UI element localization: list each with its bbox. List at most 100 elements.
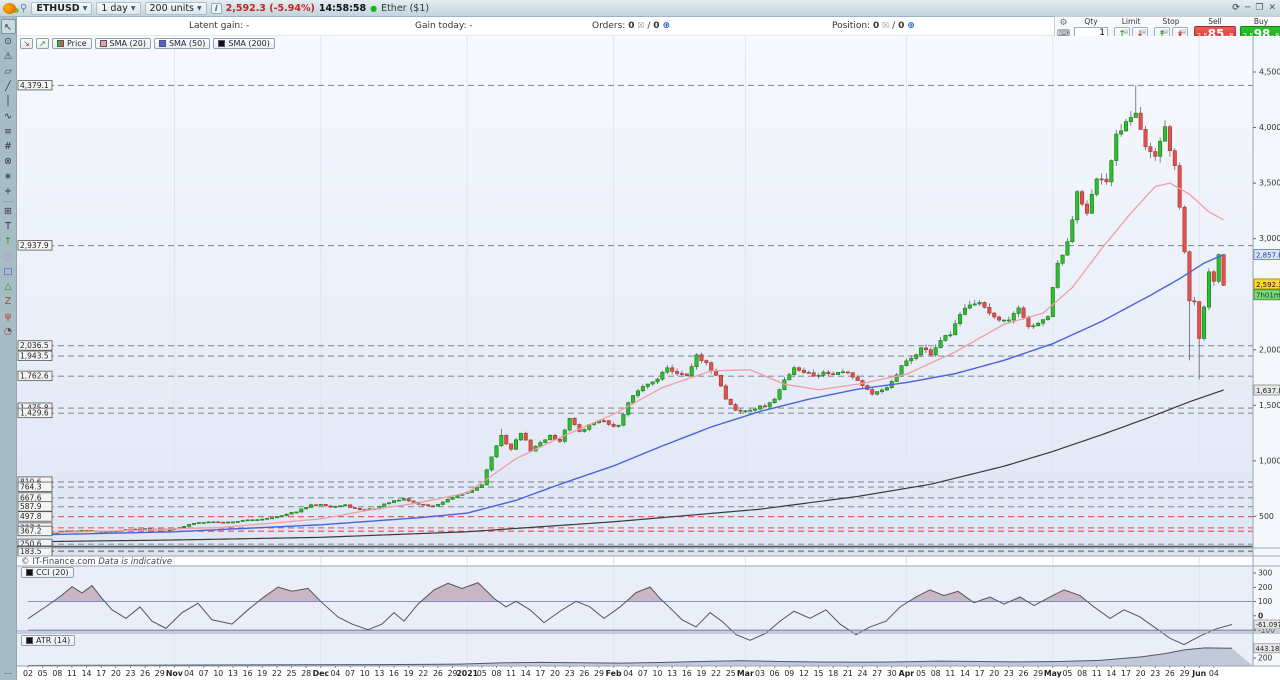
delete-drawing-icon[interactable]: ⊗ [4, 156, 12, 167]
close-position-icon[interactable]: ☒ [882, 21, 890, 30]
svg-text:200: 200 [1258, 583, 1273, 592]
x-axis-label: 29 [1180, 669, 1190, 678]
x-axis-label: 17 [975, 669, 985, 678]
candle-pattern-icon[interactable]: # [4, 141, 12, 152]
x-axis-labels: 02 05 08 11 14 17 20 23 26 29 Nov 04 07 10 13 16 19 22 25 2… [23, 666, 1219, 678]
timeframe-dropdown[interactable]: 1 day ▼ [96, 1, 141, 15]
x-axis-label: 08 [492, 669, 502, 678]
x-axis-label: Dec [313, 669, 330, 678]
sma50-series-icon [158, 40, 166, 47]
triangle-tool-icon[interactable]: △ [4, 281, 12, 292]
horizontal-levels-icon[interactable]: ≡ [4, 126, 12, 137]
duplicate-icon[interactable]: ⊞ [4, 206, 12, 217]
x-axis-label: 22 [711, 669, 721, 678]
svg-text:3,500: 3,500 [1259, 179, 1280, 188]
chevron-down-icon: ▼ [82, 4, 88, 12]
legend-sma50-label: SMA (50) [168, 39, 206, 48]
fibonacci-tool-icon[interactable]: ◔ [3, 326, 13, 337]
measure-icon[interactable]: ▱ [4, 66, 12, 77]
legend-sma20-chip[interactable]: SMA (20) [94, 38, 151, 49]
x-axis-label: 26 [1019, 669, 1029, 678]
stats-row: Latent gain: - Gain today: - Orders: 0 ☒… [17, 17, 1057, 36]
refresh-icon[interactable]: ⟳ [1232, 3, 1240, 13]
x-axis-label: 28 [301, 669, 311, 678]
x-axis-label: 29 [155, 669, 165, 678]
x-axis-label: 11 [1092, 669, 1102, 678]
legend-price-chip[interactable]: Price [52, 38, 92, 49]
x-axis-label: 19 [257, 669, 267, 678]
x-axis-label: 06 [770, 669, 780, 678]
x-axis-label: 20 [550, 669, 560, 678]
buy-arrow-icon[interactable]: ↑ [4, 236, 12, 247]
svg-text:1,500: 1,500 [1259, 401, 1280, 410]
ellipse-tool-icon[interactable]: ○ [3, 251, 13, 262]
close-button[interactable]: ✕ [1268, 3, 1276, 13]
rectangle-tool-icon[interactable]: □ [3, 266, 13, 277]
x-axis-label: 26 [140, 669, 150, 678]
x-axis-label: 12 [799, 669, 809, 678]
x-axis-label: 20 [1136, 669, 1146, 678]
limit-label: Limit [1121, 17, 1141, 26]
atr-line [27, 647, 1233, 666]
x-axis-label: 05 [1062, 669, 1072, 678]
x-axis-label: 24 [858, 669, 868, 678]
atr-series-icon [26, 637, 33, 644]
x-axis-label: Jun [1191, 669, 1206, 678]
instrument-dropdown[interactable]: ETHUSD ▼ [31, 1, 93, 15]
buy-marker-toggle[interactable]: ↗ [36, 38, 49, 49]
x-axis-label: 20 [989, 669, 999, 678]
legend-sma50-chip[interactable]: SMA (50) [153, 38, 211, 49]
atr-indicator-chip[interactable]: ATR (14) [21, 635, 76, 646]
zoom-icon[interactable]: ⊙ [4, 36, 12, 47]
x-axis-label: Feb [606, 669, 622, 678]
minimize-button[interactable]: ─ [1244, 3, 1251, 13]
cursor-icon[interactable]: ↖ [0, 19, 16, 34]
market-name: Ether ($1) [381, 2, 430, 14]
gain-today: Gain today: - [415, 21, 473, 31]
toolbar-more-icon[interactable]: ⋯ [4, 669, 12, 678]
sell-marker-toggle[interactable]: ↘ [20, 38, 33, 49]
alerts-icon[interactable]: ⚠ [3, 51, 13, 62]
segments-icon[interactable]: ∿ [4, 111, 12, 122]
legend-sma200-label: SMA (200) [228, 39, 270, 48]
svg-text:587.9: 587.9 [20, 502, 42, 511]
x-axis-label: 05 [477, 669, 487, 678]
pin-icon[interactable]: ⚲ [20, 2, 28, 14]
svg-text:250.6: 250.6 [20, 540, 42, 549]
restore-button[interactable]: ❐ [1255, 3, 1264, 13]
chevron-down-icon: ▼ [130, 4, 136, 12]
vertical-line-icon[interactable]: │ [5, 96, 11, 107]
move-chart-icon[interactable]: + [4, 186, 12, 197]
keyboard-icon[interactable]: ⌨ [1057, 29, 1070, 39]
titlebar: ⚲ ETHUSD ▼ 1 day ▼ 200 units ▼ i 2,592.3… [0, 0, 1280, 17]
units-label: 200 units [149, 2, 195, 14]
pitchfork-tool-icon[interactable]: ψ [4, 311, 12, 322]
quote-time: 14:58:58 [318, 2, 367, 14]
x-axis-label: 17 [1121, 669, 1131, 678]
cancel-orders-icon[interactable]: ☒ [637, 21, 645, 30]
view-orders-icon[interactable]: ⊕ [662, 21, 670, 31]
position-summary: Position: 0 ☒ / 0 ⊕ [832, 21, 915, 31]
x-axis-label: 16 [389, 669, 399, 678]
legend-sma20-label: SMA (20) [109, 39, 146, 48]
svg-text:497.8: 497.8 [20, 512, 42, 521]
units-dropdown[interactable]: 200 units ▼ [144, 1, 207, 15]
price-chart[interactable]: 4,379.12,937.92,036.51,943.51,762.61,475… [17, 36, 1280, 680]
cci-indicator-chip[interactable]: CCI (20) [21, 567, 74, 578]
zigzag-tool-icon[interactable]: Z [4, 296, 12, 307]
legend-sma200-chip[interactable]: SMA (200) [213, 38, 275, 49]
trend-line-icon[interactable]: ╱ [5, 81, 11, 92]
sell-label: Sell [1208, 17, 1222, 26]
x-axis-label: 08 [931, 669, 941, 678]
indicator-wheel-icon[interactable]: ∗ [4, 171, 12, 182]
x-axis-label: Nov [166, 669, 183, 678]
text-tool-icon[interactable]: T [5, 221, 11, 232]
order-settings-icon[interactable]: ⚙ [1059, 18, 1068, 28]
info-icon[interactable]: i [210, 2, 222, 14]
x-axis-label: 23 [565, 669, 575, 678]
x-axis-label: 04 [330, 669, 340, 678]
view-position-icon[interactable]: ⊕ [907, 21, 915, 31]
svg-text:300: 300 [1258, 569, 1273, 578]
x-axis-label: 10 [213, 669, 223, 678]
svg-text:4,500: 4,500 [1259, 68, 1280, 77]
